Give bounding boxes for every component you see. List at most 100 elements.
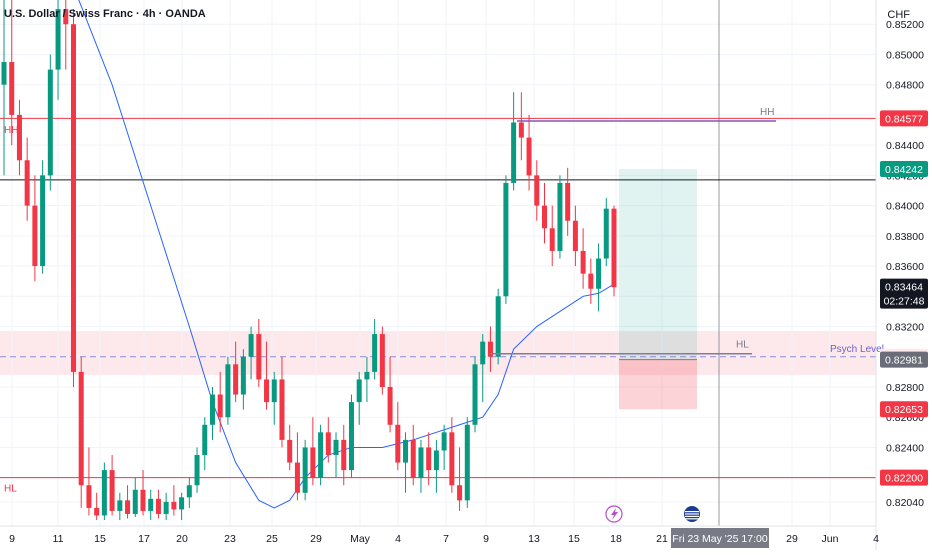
candle-body [117, 500, 123, 511]
candle[interactable] [596, 243, 602, 312]
candle[interactable] [287, 424, 293, 471]
hl-label: HL [736, 340, 749, 351]
candle[interactable] [240, 349, 246, 410]
candle[interactable] [503, 175, 509, 304]
candle-body [140, 489, 146, 511]
candle[interactable] [70, 9, 76, 387]
candle[interactable] [163, 492, 169, 520]
candle[interactable] [611, 205, 617, 297]
candle[interactable] [279, 356, 285, 448]
candle[interactable] [348, 394, 354, 478]
candle[interactable] [117, 492, 123, 520]
candle[interactable] [148, 489, 154, 520]
candle[interactable] [572, 205, 578, 267]
candle[interactable] [534, 160, 540, 221]
candle[interactable] [86, 447, 92, 516]
candle[interactable] [341, 424, 347, 486]
candle[interactable] [372, 318, 378, 380]
candle[interactable] [565, 167, 571, 236]
candle[interactable] [603, 198, 609, 267]
candle[interactable] [1, 0, 7, 176]
candle[interactable] [395, 402, 401, 471]
candle[interactable] [109, 455, 115, 516]
candle[interactable] [310, 417, 316, 486]
candle[interactable] [441, 424, 447, 471]
candle[interactable] [426, 432, 432, 486]
candle[interactable] [264, 341, 270, 410]
candle[interactable] [248, 326, 254, 380]
price-tag-label: 0.84242 [885, 164, 923, 176]
price-tag-label: 0.82200 [885, 473, 923, 485]
candle[interactable] [518, 92, 524, 161]
candle[interactable] [94, 492, 100, 520]
candle[interactable] [140, 470, 146, 516]
candle-body [70, 24, 76, 372]
candle[interactable] [542, 182, 548, 244]
candle[interactable] [24, 137, 30, 221]
candle-body [271, 379, 277, 403]
candle[interactable] [9, 0, 15, 146]
candle-body [526, 137, 532, 176]
candle[interactable] [487, 326, 493, 372]
candle[interactable] [202, 417, 208, 471]
candle[interactable] [325, 417, 331, 463]
candle[interactable] [125, 485, 131, 519]
long-position-target-zone[interactable] [619, 169, 697, 360]
candle[interactable] [225, 356, 231, 425]
candle[interactable] [101, 462, 107, 520]
candle[interactable] [294, 432, 300, 501]
y-tick-label: 0.85200 [886, 19, 924, 31]
us-flag-stripe [685, 515, 699, 517]
candle[interactable] [256, 318, 262, 387]
candle[interactable] [588, 258, 594, 304]
candle[interactable] [271, 371, 277, 425]
candle[interactable] [32, 175, 38, 282]
candle-body [186, 485, 192, 498]
candle[interactable] [233, 341, 239, 403]
candle[interactable] [580, 228, 586, 289]
price-tag-last: 0.83464 02:27:48 [880, 278, 928, 309]
candle[interactable] [78, 356, 84, 508]
candle[interactable] [333, 432, 339, 478]
candle[interactable] [16, 99, 22, 176]
candle[interactable] [132, 477, 138, 517]
candle[interactable] [40, 160, 46, 274]
candle[interactable] [194, 447, 200, 493]
y-tick-label: 0.84000 [886, 201, 924, 213]
long-position-stop-zone[interactable] [619, 359, 697, 410]
candle[interactable] [457, 447, 463, 511]
candle[interactable] [418, 439, 424, 493]
candle[interactable] [356, 371, 362, 425]
candle[interactable] [387, 356, 393, 433]
candle[interactable] [171, 485, 177, 516]
candle[interactable] [209, 386, 215, 440]
us-flag-event-icon[interactable] [684, 506, 700, 522]
candle[interactable] [557, 175, 563, 259]
candle[interactable] [364, 356, 370, 403]
candle[interactable] [379, 326, 385, 395]
candle[interactable] [47, 54, 53, 191]
candle[interactable] [55, 0, 61, 100]
candle[interactable] [179, 492, 185, 520]
candle[interactable] [464, 417, 470, 508]
candle-body [572, 220, 578, 251]
candle[interactable] [186, 477, 192, 508]
candle[interactable] [495, 288, 501, 365]
candle[interactable] [410, 424, 416, 486]
candle[interactable] [549, 205, 555, 267]
candle[interactable] [526, 114, 532, 191]
candle[interactable] [511, 92, 517, 191]
candle[interactable] [63, 0, 69, 70]
candle[interactable] [472, 356, 478, 433]
candle[interactable] [318, 424, 324, 486]
candle[interactable] [480, 334, 486, 403]
candle[interactable] [449, 417, 455, 493]
lightning-event-icon[interactable] [605, 505, 623, 523]
candle[interactable] [433, 439, 439, 493]
candle[interactable] [155, 489, 161, 519]
candle[interactable] [403, 432, 409, 493]
candle[interactable] [217, 371, 223, 433]
candle[interactable] [302, 439, 308, 501]
